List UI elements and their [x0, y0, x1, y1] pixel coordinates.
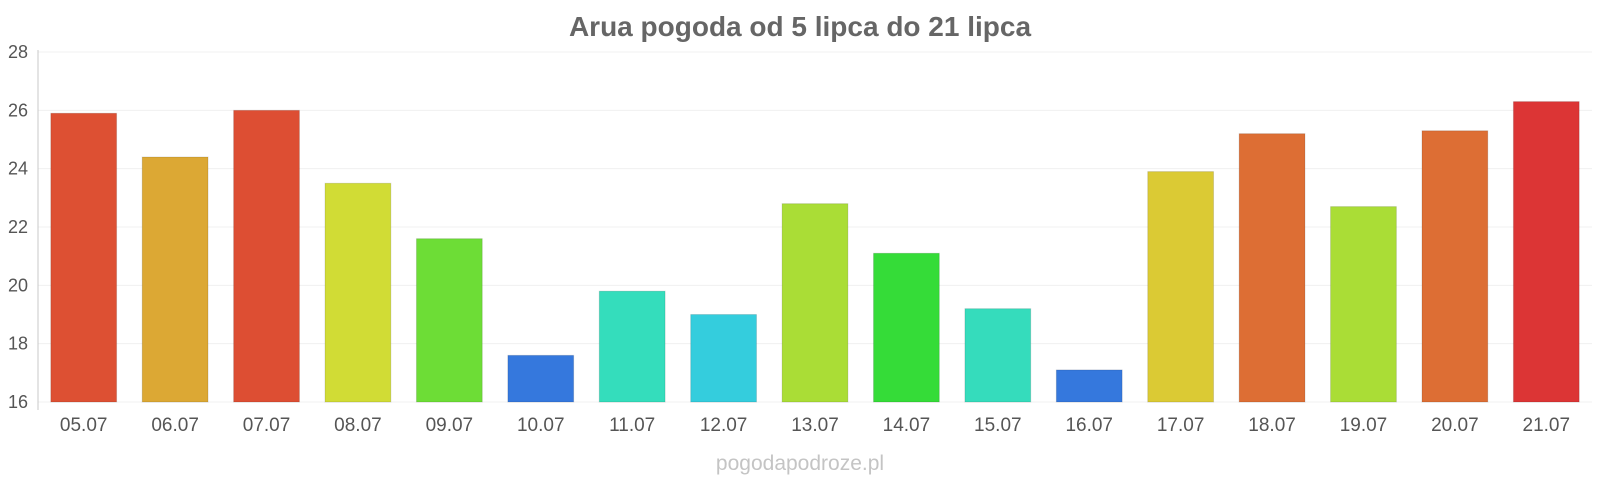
bar-08.07: [324, 182, 392, 403]
x-tick-label: 12.07: [700, 415, 748, 436]
chart-title: Arua pogoda od 5 lipca do 21 lipca: [569, 11, 1032, 42]
x-tick-label: 07.07: [243, 415, 291, 436]
bar-17.07: [1147, 171, 1215, 403]
bar-18.07: [1238, 133, 1306, 403]
bar-16.07: [1055, 369, 1123, 403]
bar-15.07: [964, 308, 1032, 403]
x-tick-label: 08.07: [334, 415, 382, 436]
bar-14.07: [873, 252, 940, 403]
x-tick-label: 19.07: [1340, 415, 1388, 436]
bars: [50, 101, 1580, 403]
bar-20.07: [1421, 130, 1489, 403]
y-tick-label: 24: [8, 159, 28, 179]
x-tick-label: 14.07: [883, 415, 931, 436]
x-tick-label: 17.07: [1157, 415, 1205, 436]
watermark: pogodapodroze.pl: [716, 452, 884, 475]
bar-11.07: [598, 290, 666, 403]
x-tick-label: 13.07: [791, 415, 839, 436]
x-tick-label: 09.07: [426, 415, 474, 436]
y-tick-label: 22: [8, 217, 28, 237]
bar-09.07: [415, 238, 483, 403]
bar-05.07: [50, 112, 118, 403]
bar-13.07: [781, 203, 849, 403]
x-tick-label: 06.07: [151, 415, 199, 436]
y-axis-ticks: 16 18 20 22 24 26 28: [8, 42, 28, 412]
x-tick-label: 15.07: [974, 415, 1022, 436]
x-tick-label: 21.07: [1523, 415, 1571, 436]
y-tick-label: 18: [8, 334, 28, 354]
x-tick-label: 10.07: [517, 415, 565, 436]
x-tick-label: 18.07: [1248, 415, 1296, 436]
bar-12.07: [690, 314, 757, 403]
x-tick-label: 05.07: [60, 415, 108, 436]
y-tick-label: 26: [8, 100, 28, 120]
y-tick-label: 28: [8, 42, 28, 62]
x-tick-label: 20.07: [1431, 415, 1479, 436]
bar-10.07: [507, 354, 575, 403]
y-tick-label: 16: [8, 392, 28, 412]
x-axis-labels: 05.07 06.07 07.07 08.07 09.07 10.07 11.07 12.07…: [60, 415, 1570, 436]
x-tick-label: 11.07: [609, 415, 655, 436]
bar-07.07: [233, 109, 300, 403]
bar-06.07: [141, 156, 209, 403]
y-tick-label: 20: [8, 275, 28, 295]
bar-21.07: [1512, 101, 1580, 403]
bar-19.07: [1330, 206, 1397, 403]
x-tick-label: 16.07: [1065, 415, 1113, 436]
